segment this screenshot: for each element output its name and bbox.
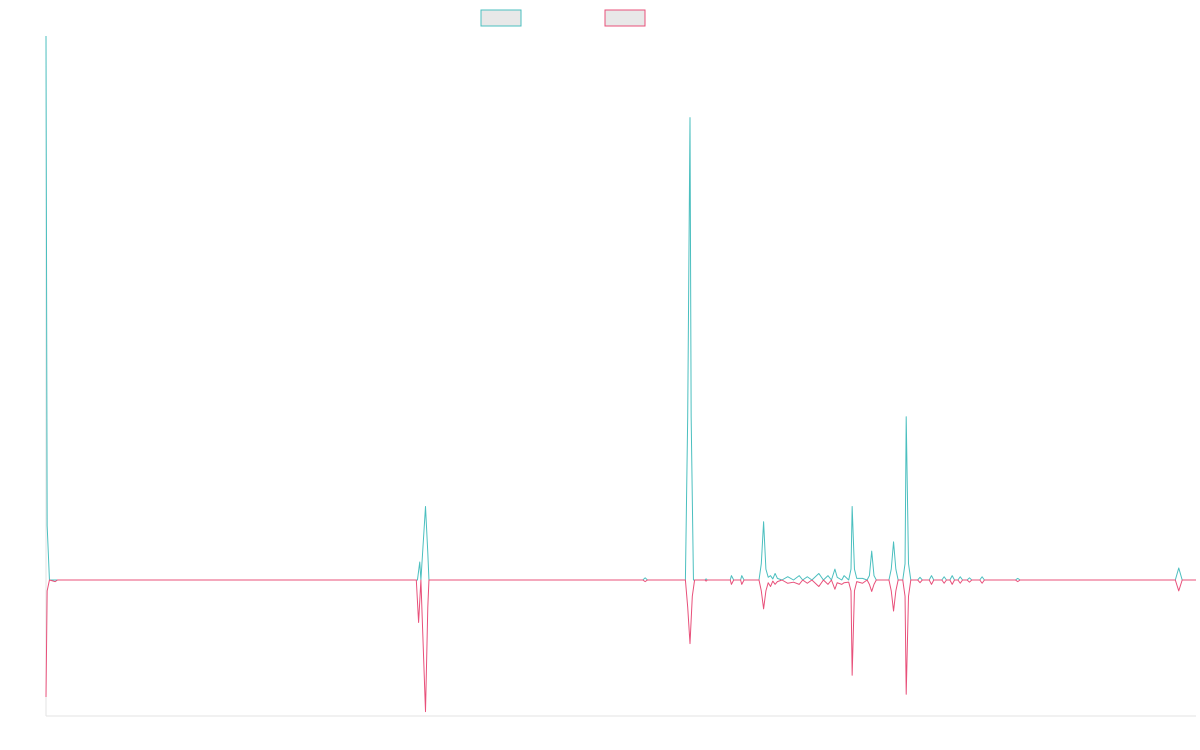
legend-item-series-1[interactable] (480, 9, 522, 27)
series-line-1 (45, 35, 1196, 581)
legend-item-series-2[interactable] (604, 9, 646, 27)
legend-swatch-series-1 (480, 9, 522, 27)
plot-area (45, 35, 1196, 713)
legend-swatch-series-2 (604, 9, 646, 27)
chart-legend (480, 9, 646, 27)
series-line-2 (45, 579, 1196, 713)
